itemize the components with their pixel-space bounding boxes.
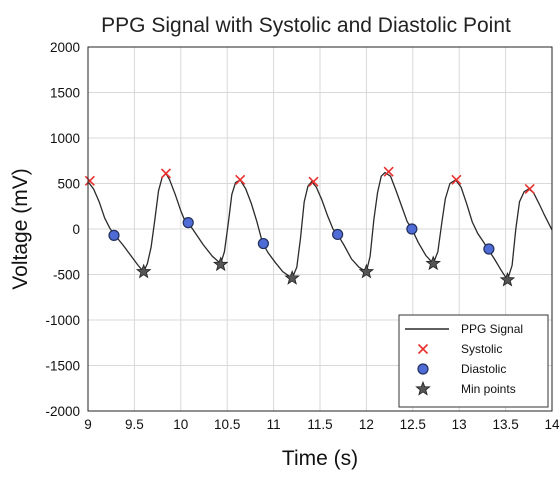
systolic-marker: [235, 174, 246, 185]
x-axis-label: Time (s): [282, 447, 358, 470]
x-tick-label: 12: [359, 417, 374, 432]
systolic-marker: [308, 176, 319, 187]
y-tick-label: 0: [72, 222, 80, 237]
min-point-marker: [135, 263, 152, 279]
ppg-signal-line: [88, 171, 552, 282]
min-point-marker: [284, 269, 300, 285]
min-point-marker: [212, 256, 229, 272]
min-point-marker: [499, 271, 516, 287]
y-tick-label: 1000: [50, 131, 80, 146]
diastolic-marker: [483, 243, 495, 255]
x-tick-label: 10: [173, 417, 188, 432]
diastolic-marker: [257, 237, 269, 250]
systolic-marker: [451, 174, 462, 185]
systolic-marker: [160, 168, 172, 179]
x-tick-label: 9.5: [125, 417, 144, 432]
min-point-marker: [358, 263, 375, 279]
tick-labels: 9 9.5 10 10.5 11 11.5 12 12.5 13 13.5 14 2000 1500 10…: [45, 40, 560, 432]
legend-min-point-marker: [415, 380, 431, 396]
plot-area: [84, 166, 552, 287]
y-tick-label: -500: [53, 268, 80, 283]
x-tick-label: 13.5: [492, 417, 518, 432]
y-axis-label: Voltage (mV): [9, 168, 32, 289]
y-tick-label: 2000: [50, 40, 80, 55]
systolic-marker: [84, 175, 95, 186]
x-tick-label: 11: [267, 417, 281, 432]
diastolic-marker: [406, 223, 418, 235]
x-tick-label: 10.5: [214, 417, 240, 432]
y-tick-label: -2000: [45, 404, 80, 419]
y-tick-label: 1500: [50, 86, 80, 101]
x-tick-label: 13: [452, 417, 467, 432]
y-tick-label: -1500: [45, 359, 80, 374]
x-tick-label: 12.5: [400, 417, 426, 432]
chart-title: PPG Signal with Systolic and Diastolic P…: [101, 14, 511, 37]
legend: PPG Signal Systolic Diastolic Min points: [398, 314, 549, 408]
legend-label: Diastolic: [461, 362, 506, 376]
y-tick-label: 500: [57, 177, 80, 192]
y-tick-label: -1000: [45, 313, 80, 328]
legend-label: Min points: [461, 382, 516, 396]
diastolic-marker: [108, 229, 120, 241]
diastolic-marker: [182, 217, 194, 229]
systolic-marker: [383, 166, 394, 177]
plot-frame: [87, 46, 553, 412]
min-point-marker: [425, 255, 441, 271]
x-tick-label: 9: [84, 417, 92, 432]
systolic-marker: [524, 183, 535, 195]
x-tick-label: 14: [544, 417, 560, 432]
diastolic-marker: [332, 228, 344, 241]
legend-systolic-marker: [417, 343, 429, 355]
x-tick-label: 11.5: [307, 417, 332, 432]
legend-diastolic-marker: [417, 363, 429, 375]
legend-label: Systolic: [461, 342, 502, 356]
legend-label: PPG Signal: [461, 322, 523, 336]
